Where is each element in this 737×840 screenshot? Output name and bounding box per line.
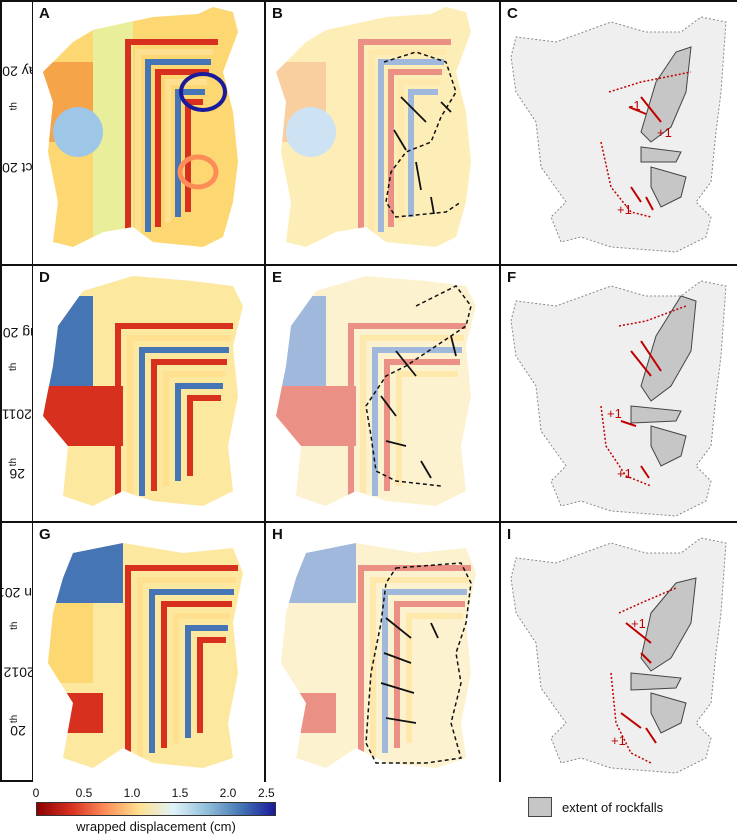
annotation-label: +1 [611, 733, 626, 748]
panel-letter: C [507, 5, 518, 22]
row-label-3: 20th Oct 2012 - 16th Jan 2013 [0, 584, 60, 740]
colorbar-tick: 2.5 [258, 786, 275, 800]
panel-g-interferogram: G [33, 523, 264, 782]
legend: extent of rockfalls [528, 795, 663, 819]
annotation-label: +1 [617, 202, 632, 217]
panel-d-interferogram: D [33, 266, 264, 521]
colorbar-tick: 1.5 [171, 786, 189, 800]
colorbar-gradient [36, 802, 276, 816]
figure-grid: 23rd Oct 2011 - 19th May 2012 26th Aug 2… [0, 0, 737, 782]
panel-a-interferogram: A [33, 2, 264, 264]
colorbar-ticks: 0 0.5 1.0 1.5 2.0 2.5 [32, 786, 276, 800]
legend-text: extent of rockfalls [562, 799, 664, 815]
annotation-label: +1 [607, 406, 622, 421]
panel-e-interpretation: E [266, 266, 499, 521]
annotation-label: +1 [631, 616, 646, 631]
panel-letter: G [39, 526, 51, 543]
colorbar-tick: 0.5 [75, 786, 93, 800]
annotation-label: +1 [657, 125, 672, 140]
grid-line [32, 2, 33, 782]
panel-letter: B [272, 5, 283, 22]
legend-swatch [528, 797, 552, 817]
panel-letter: I [507, 526, 512, 543]
grid-line [2, 521, 737, 523]
colorbar-tick: 0 [32, 786, 40, 800]
grid-line [264, 2, 266, 782]
panel-i-schematic: +1 +1 I [501, 523, 737, 782]
annotation-label: +1 [617, 466, 632, 481]
panel-letter: F [507, 269, 517, 286]
panel-letter: E [272, 269, 283, 286]
row-label-1: 23rd Oct 2011 - 19th May 2012 [0, 62, 75, 176]
panel-b-interpretation: B [266, 2, 499, 264]
panel-letter: H [272, 526, 283, 543]
panel-letter: A [39, 5, 50, 22]
panel-c-schematic: -1 +1 +1 C [501, 2, 737, 264]
colorbar-tick: 2.0 [219, 786, 237, 800]
colorbar: 0 0.5 1.0 1.5 2.0 2.5 wrapped displaceme… [32, 786, 276, 840]
annotation-label: -1 [629, 98, 641, 113]
colorbar-title: wrapped displacement (cm) [76, 819, 236, 834]
panel-letter: D [39, 269, 50, 286]
row-label-2: 26th Aug 2011 - 15th Aug 2012 [0, 324, 61, 483]
panel-h-interpretation: H [266, 523, 499, 782]
grid-line [499, 2, 501, 782]
colorbar-tick: 1.0 [123, 786, 141, 800]
grid-line [2, 264, 737, 266]
panel-f-schematic: +1 +1 F [501, 266, 737, 521]
